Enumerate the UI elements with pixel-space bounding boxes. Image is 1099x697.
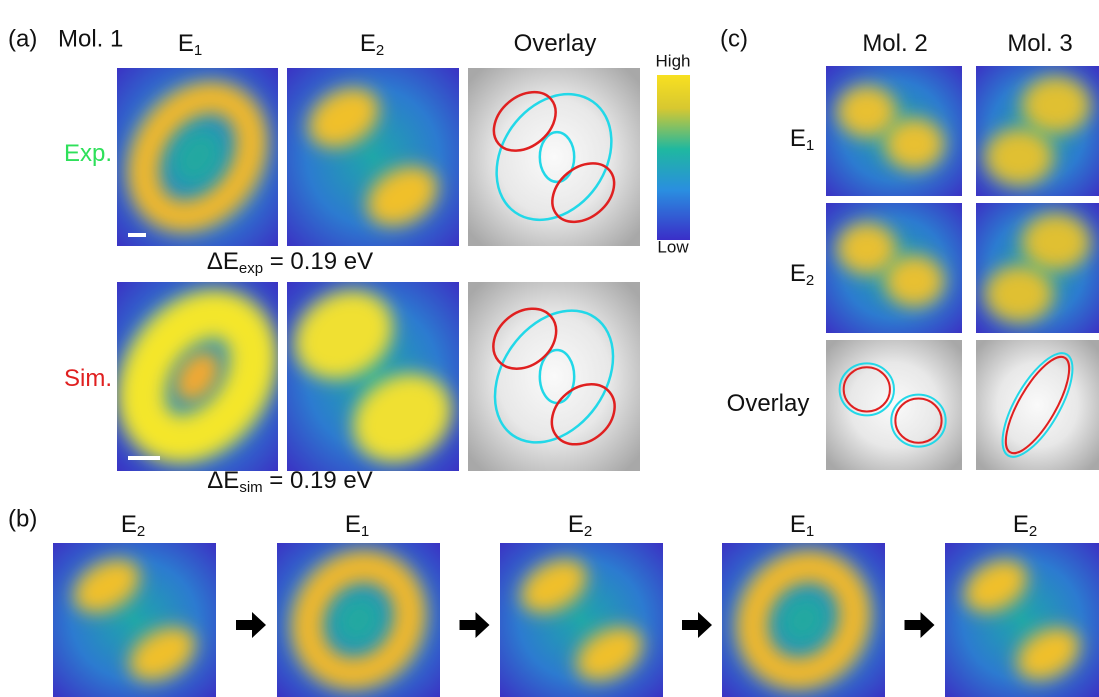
label-base: E [568,511,584,538]
colorbar-low: Low [657,237,689,256]
label-sub: 1 [194,42,202,59]
label: ΔEexp = 0.19 eV [207,248,373,277]
label: Sim. [64,365,112,392]
image-panel [976,340,1099,470]
label: Mol. 2 [862,30,927,57]
label: E1 [790,511,814,540]
label: E1 [178,30,202,59]
image-panel [826,203,962,333]
image-bg [468,282,640,471]
figure: (a)Mol. 1E1E2OverlayExp.Sim.ΔEexp = 0.19… [0,0,1099,697]
label-base: Overlay [514,30,597,57]
image-panel [468,282,640,471]
panel-label: (c) [720,25,748,52]
image-panel [278,273,467,480]
label-base: E [121,511,137,538]
image-panel [976,203,1099,333]
label-sub: exp [239,260,263,277]
image-bg [468,68,640,246]
image-panel [468,68,640,246]
label-base: Mol. 2 [862,30,927,57]
label: Exp. [64,140,112,167]
image-bg [826,340,962,470]
arrow [905,612,935,638]
label-rest: = 0.19 eV [263,248,373,275]
label-base: ΔE [207,248,239,275]
panel-label: (a) [8,25,37,52]
label-sub: 2 [1029,523,1037,540]
molecule-label: Mol. 1 [58,25,123,52]
arrow [236,612,266,638]
image-panel [722,543,885,697]
label: E2 [1013,511,1037,540]
label-sub: 2 [137,523,145,540]
label-base: E [790,511,806,538]
label: E1 [790,125,814,154]
label: Overlay [514,30,597,57]
label: E1 [345,511,369,540]
image-panel [826,340,962,470]
label-base: E [1013,511,1029,538]
image-panel [945,543,1099,697]
lobe [837,223,897,275]
lobe [884,118,944,170]
lobe [985,128,1054,185]
colorbar [657,75,690,240]
lobe [1022,213,1091,270]
label-base: E [360,30,376,57]
label-rest: = 0.19 eV [263,467,373,494]
lobe [985,265,1054,322]
label-sub: 1 [806,137,814,154]
label-base: E [790,260,806,287]
label-base: Exp. [64,140,112,167]
arrow [682,612,712,638]
image-panel [500,543,663,697]
lobe [1022,76,1091,133]
image-bg [976,340,1099,470]
label-sub: 2 [376,42,384,59]
image-panel [117,282,278,471]
label: Mol. 3 [1007,30,1072,57]
label-base: Mol. 3 [1007,30,1072,57]
image-panel [117,68,278,246]
label: ΔEsim = 0.19 eV [207,467,372,496]
label-base: E [345,511,361,538]
label: E2 [121,511,145,540]
label-sub: 2 [806,272,814,289]
panel-label: (b) [8,505,37,532]
label: E2 [360,30,384,59]
colorbar-high: High [656,51,691,70]
label-base: Overlay [727,390,810,417]
arrow [460,612,490,638]
lobe [837,86,897,138]
label-base: E [790,125,806,152]
label: Overlay [727,390,810,417]
image-panel [287,68,459,246]
label-base: ΔE [207,467,239,494]
image-panel [976,66,1099,196]
image-panel [826,66,962,196]
label-sub: 2 [584,523,592,540]
label-sub: 1 [806,523,814,540]
image-panel [277,543,440,697]
label: E2 [790,260,814,289]
label: E2 [568,511,592,540]
label-sub: sim [239,479,262,496]
label-sub: 1 [361,523,369,540]
label-base: E [178,30,194,57]
label-base: Sim. [64,365,112,392]
image-panel [53,543,216,697]
lobe [884,255,944,307]
